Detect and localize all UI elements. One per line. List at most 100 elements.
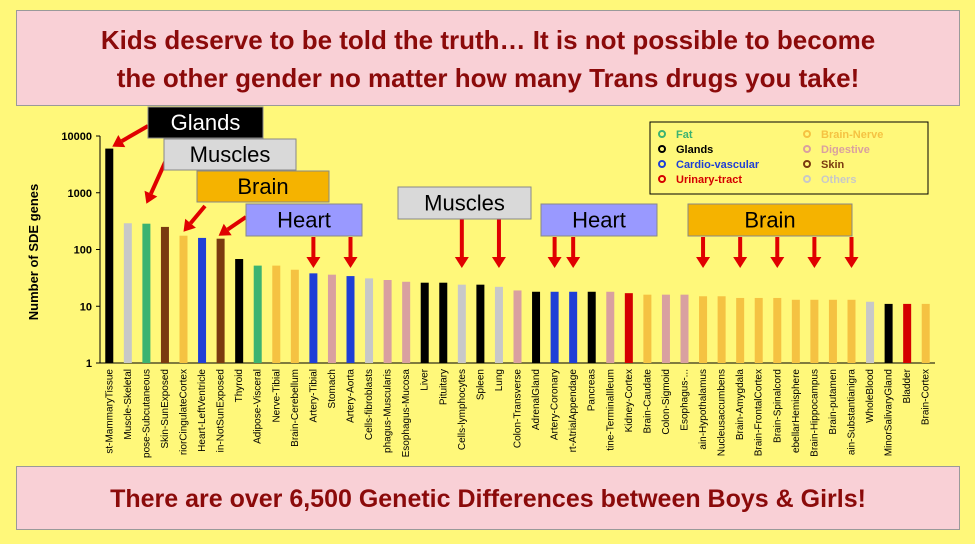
bar [272,265,281,363]
category-label: tine-TerminalIleum [605,369,616,451]
bar [365,278,374,363]
bar [123,223,132,363]
red-arrow [696,237,711,268]
callout-label: Brain [237,174,288,199]
legend-label: Cardio-vascular [676,159,760,171]
bar [661,294,670,363]
y-tick-label: 10000 [61,131,92,143]
category-label: Brain-Cortex [921,369,932,425]
red-arrow [306,237,321,268]
category-label: Skin-SunExposed [160,369,171,449]
bar [383,280,392,363]
legend-label: Urinary-tract [676,174,742,186]
red-arrow [454,219,469,268]
y-tick-label: 10 [80,301,92,313]
red-arrow [566,237,581,268]
bar [736,297,745,363]
bar [476,284,485,363]
callout-box [196,170,330,203]
callout-label: Heart [572,208,626,233]
bar [142,223,151,363]
bar [643,294,652,363]
legend-label: Others [821,174,856,186]
callout-label: Muscles [424,191,505,216]
category-label: WholeBlood [865,369,876,423]
legend-label: Skin [821,159,845,171]
category-label: Lung [494,369,505,391]
bar [346,276,355,363]
bar [439,282,448,363]
bar [569,291,578,363]
bar [160,226,169,363]
category-label: Bladder [902,368,913,403]
bar [494,286,503,363]
callout-box [687,203,853,237]
bar [847,299,856,363]
category-label: ain-Hypothalamus [698,369,709,450]
bar [550,291,559,363]
headline-line-1: Kids deserve to be told the truth… It is… [100,25,876,55]
bar [235,259,244,363]
category-label: st-MammaryTissue [104,369,115,454]
y-tick-label: 1000 [68,188,92,200]
category-label: MinorSalivaryGland [884,369,895,456]
category-label: AdrenalGland [531,369,542,430]
legend-box [649,121,929,195]
category-label: ebellarHemisphere [791,369,802,453]
category-label: Artery-Tibial [308,369,319,423]
category-label: Brain-Caudate [642,369,653,434]
category-label: Colon-Sigmoid [661,369,672,435]
category-label: Brain-Hippocampus [809,369,820,457]
callout-label: Brain [744,208,795,233]
category-label: Cells-lymphocytes [457,369,468,450]
bar [216,238,225,363]
category-label: Brain-putamen [828,369,839,435]
category-label: Artery-Coronary [550,369,561,440]
bar [884,303,893,363]
red-arrow [733,237,748,268]
bar [327,274,336,363]
bar [680,294,689,363]
legend-marker [658,175,666,183]
footer-banner: There are over 6,500 Genetic Differences… [16,466,960,530]
red-arrow [218,215,248,236]
legend-marker [803,130,811,138]
category-label: phagus-Muscularis [383,369,394,453]
category-label: Stomach [327,369,338,408]
red-arrow [491,219,506,268]
bar [105,148,114,363]
legend-label: Fat [676,129,693,141]
category-label: Esophagus-Mucosa [401,369,412,458]
legend-marker [803,175,811,183]
category-label: Pancreas [587,369,598,411]
bar [606,291,615,363]
category-label: Nerve-Tibial [271,369,282,423]
category-label: Kidney-Cortex [624,369,635,432]
callout-box [397,186,532,220]
category-label: rt-AtrialAppendage [568,369,579,453]
bar [402,281,411,363]
red-arrow [343,237,358,268]
category-label: Spleen [475,369,486,400]
category-label: Liver [420,368,431,390]
category-label: Brain-Spinalcord [772,369,783,443]
legend-marker [803,145,811,153]
bar [253,265,262,363]
legend-marker [658,145,666,153]
category-label: in-NotSunExposed [216,369,227,452]
red-arrow [844,237,859,268]
category-label: Nucleusaccumbens [717,369,728,456]
bar [624,293,633,363]
red-arrow [547,237,562,268]
callout-box [147,106,264,139]
headline-line-2: the other gender no matter how many Tran… [116,63,860,93]
bar [420,282,429,363]
callout-label: Heart [277,208,331,233]
bar [587,291,596,363]
bar [810,299,819,363]
legend-label: Glands [676,144,713,156]
category-label: pose-Subcutaneous [141,369,152,458]
category-label: Brain-Cerebellum [290,369,301,447]
callout-label: Glands [171,110,241,135]
